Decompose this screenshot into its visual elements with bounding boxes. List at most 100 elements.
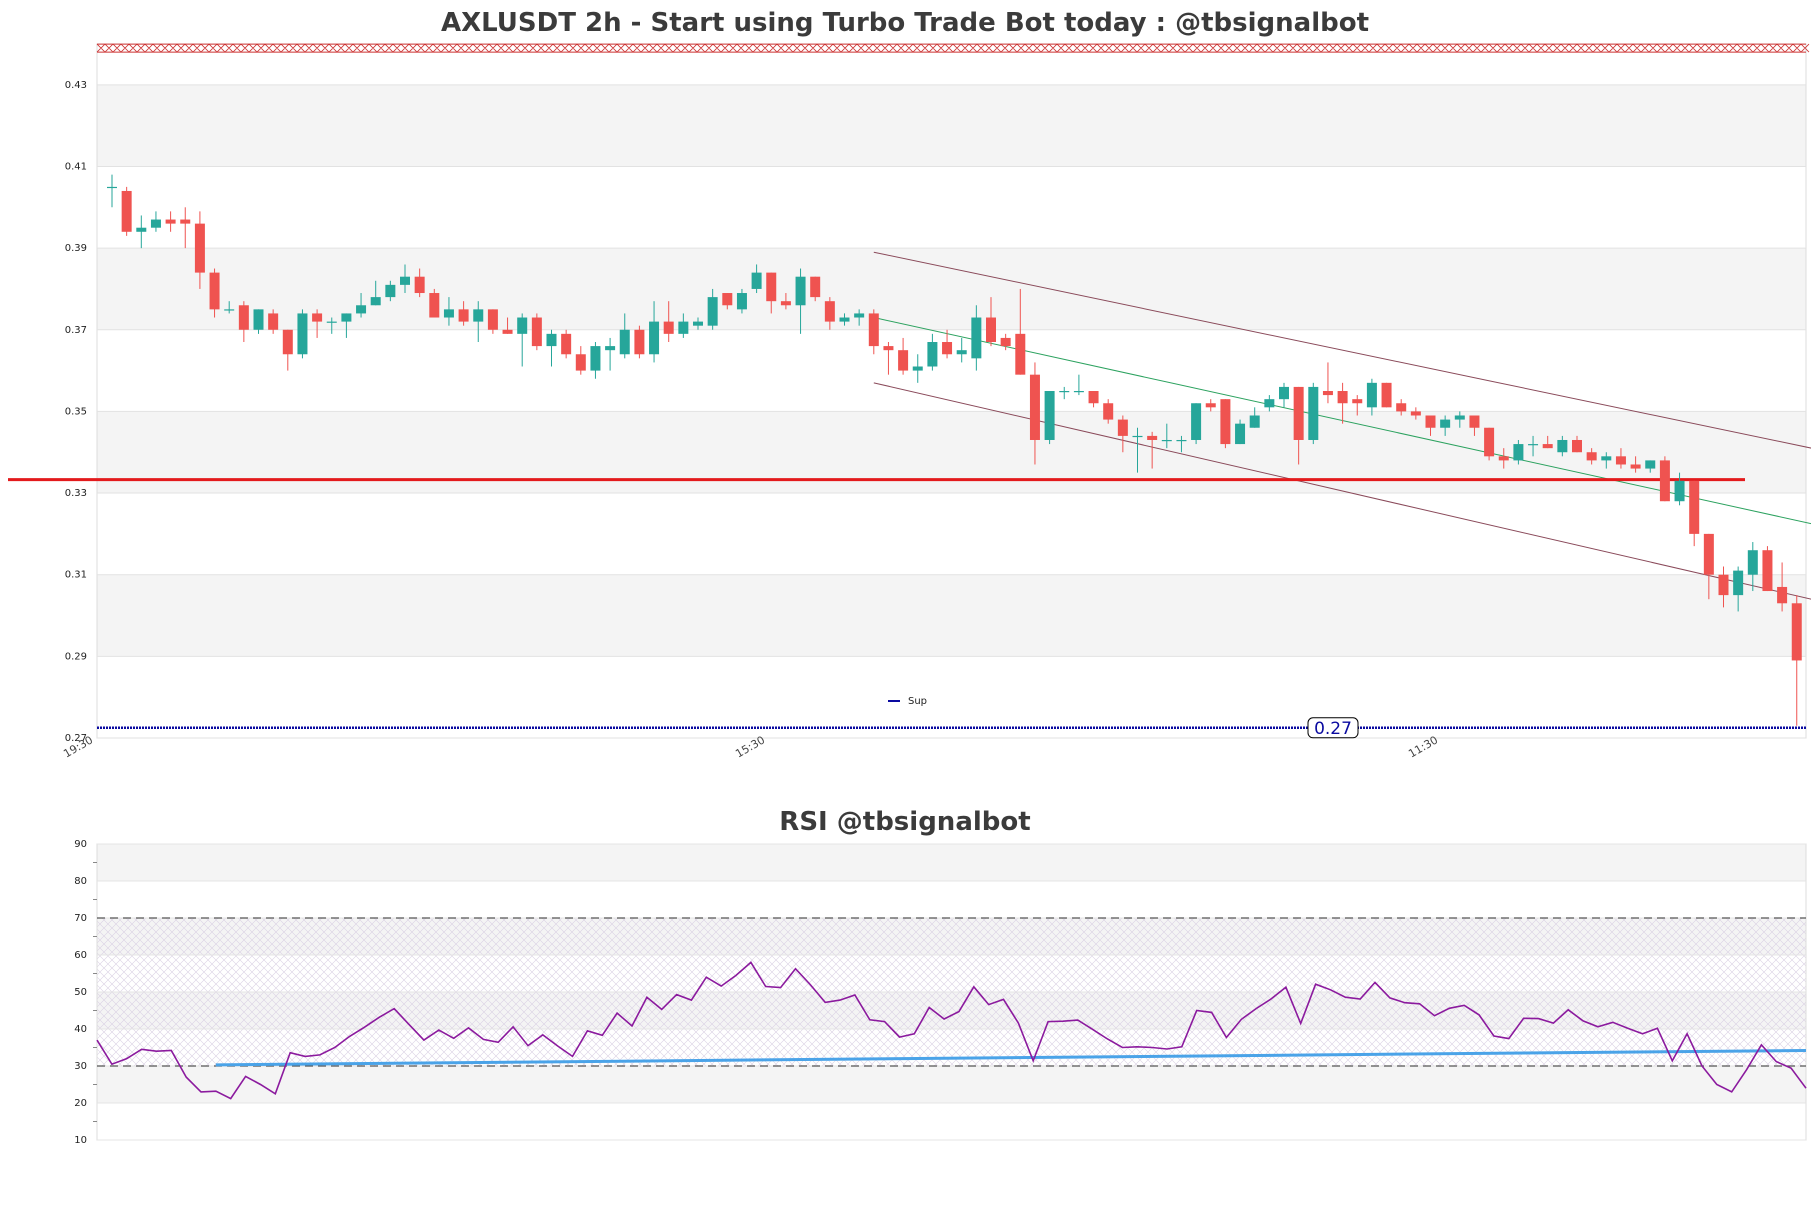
y-tick-label: 0.37 [65, 325, 87, 336]
y-tick-label: 0.27 [65, 733, 87, 744]
candle-body [473, 309, 484, 322]
candle-body [1557, 439, 1568, 453]
y-tick-label: 50 [74, 987, 87, 998]
candle-body [1088, 391, 1099, 404]
candle-body [839, 317, 850, 322]
candle-body [1015, 333, 1026, 375]
candle-body [1747, 550, 1758, 575]
y-tick-label: 0.35 [65, 406, 87, 417]
y-tick-label: 60 [74, 950, 87, 961]
candle-body [1073, 391, 1084, 393]
candle-body [898, 350, 909, 371]
candle-body [883, 346, 894, 351]
candle-body [766, 272, 777, 302]
candle-body [1044, 391, 1055, 440]
candle-body [707, 297, 718, 326]
candle-body [1191, 403, 1202, 440]
candle-body [136, 227, 147, 232]
candle-body [1117, 419, 1128, 436]
candle-body [297, 313, 308, 355]
y-tick-label: 0.31 [65, 570, 87, 581]
candle-body [1249, 415, 1260, 428]
resistance-marks [96, 43, 1810, 53]
candle-body [1352, 399, 1363, 404]
y-tick-label: 90 [74, 839, 87, 850]
candle-body [854, 313, 865, 318]
candle-body [810, 276, 821, 298]
candle-body [1381, 382, 1392, 408]
candle-body [1235, 423, 1246, 445]
price-chart-title: AXLUSDT 2h - Start using Turbo Trade Bot… [441, 8, 1369, 38]
rsi-trendline [215, 1048, 1807, 1067]
candle-body [326, 321, 337, 323]
candle-body [238, 305, 249, 330]
candle-body [824, 301, 835, 322]
candle-body [282, 329, 293, 355]
grid-band [97, 574, 1806, 657]
candle-body [1586, 452, 1597, 461]
candle-body [736, 293, 747, 310]
y-tick-label: 30 [74, 1061, 87, 1072]
candle-body [590, 346, 601, 371]
candle-body [1147, 435, 1158, 440]
candle-body [1366, 382, 1377, 408]
grid-band [97, 1066, 1806, 1103]
candle-body [1425, 415, 1436, 428]
candle-body [1220, 399, 1231, 445]
candle-body [546, 333, 557, 347]
candle-body [971, 317, 982, 359]
candle-body [795, 276, 806, 306]
y-tick-label: 40 [74, 1024, 87, 1035]
candle-body [1440, 419, 1451, 428]
candle-body [312, 313, 323, 322]
candle-body [986, 317, 996, 343]
candle-body [1601, 456, 1612, 461]
candle-body [1733, 570, 1744, 596]
candle-body [1469, 415, 1480, 428]
candle-body [121, 190, 132, 232]
x-tick-label: 11:30 [1406, 733, 1440, 760]
candle-body [1029, 374, 1040, 440]
y-tick-label: 10 [74, 1135, 87, 1146]
candle-body [370, 297, 381, 306]
candle-body [1484, 427, 1495, 457]
candle-body [1132, 435, 1143, 438]
candle-body [253, 309, 264, 330]
y-tick-label: 70 [74, 913, 87, 924]
grid-band [97, 844, 1806, 881]
candle-body [150, 219, 161, 228]
candle-body [1205, 403, 1216, 408]
candle-body [575, 354, 586, 371]
candle-body [1513, 444, 1524, 461]
candle-body [927, 342, 938, 367]
support-value-label: 0.27 [1314, 719, 1352, 739]
support-value-box [1307, 717, 1359, 739]
candle-body [1337, 391, 1348, 404]
candle-body [1572, 439, 1582, 453]
candle-body [678, 321, 689, 334]
candle-body [1059, 391, 1070, 393]
candle-body [531, 317, 542, 347]
candle-body [1674, 480, 1685, 502]
candle-body [1454, 415, 1465, 420]
price-chart: 0.27 0.29 0.31 0.33 0.35 0.37 0.39 0.41 0.43 0.27… [8, 43, 1811, 761]
candle-body [605, 346, 616, 351]
y-tick-label: 0.39 [65, 243, 87, 254]
candle-body [1161, 439, 1172, 442]
candle-body [722, 293, 733, 306]
grid-band [97, 84, 1806, 167]
candle-body [1659, 460, 1670, 502]
candle-body [1000, 337, 1011, 347]
candle-body [663, 321, 674, 334]
candle-body [1689, 480, 1700, 534]
candle-body [1322, 391, 1333, 396]
candle-body [780, 301, 791, 306]
candle-body [1615, 456, 1626, 465]
candle-body [1542, 444, 1553, 449]
candle-body [400, 276, 410, 285]
candle-body [356, 305, 367, 314]
candle-body [502, 329, 513, 334]
rsi-line [96, 961, 1807, 1100]
candle-body [429, 293, 440, 318]
